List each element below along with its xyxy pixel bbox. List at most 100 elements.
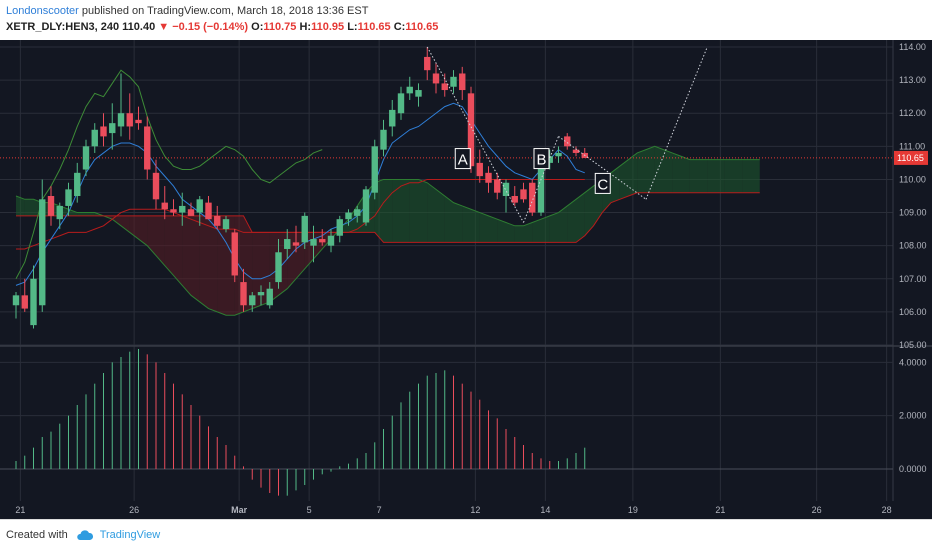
tradingview-brand[interactable]: TradingView <box>99 529 161 541</box>
time-tick-label: 19 <box>628 505 638 515</box>
candle <box>135 119 142 124</box>
candle <box>459 73 466 91</box>
cloud-segment <box>217 215 226 316</box>
chart-panel[interactable] <box>0 40 932 519</box>
chikou-line <box>15 69 323 280</box>
cloud-segment <box>558 205 568 243</box>
wave-label-c: C <box>597 176 608 193</box>
candle <box>187 209 195 216</box>
change-value: −0.15 (−0.14%) <box>172 21 249 33</box>
publish-info: published on TradingView.com, March 18, … <box>78 5 369 17</box>
cloud-segment <box>16 196 25 216</box>
cloud-segment <box>628 152 638 196</box>
cloud-segment <box>619 159 629 200</box>
cloud-segment <box>156 215 165 266</box>
candle <box>564 136 571 147</box>
cloud-segment <box>549 212 559 243</box>
time-tick-label: 12 <box>470 505 480 515</box>
tradingview-cloud-icon <box>77 530 93 541</box>
candle <box>12 295 20 306</box>
candle <box>415 90 422 97</box>
candle <box>65 189 72 206</box>
cloud-segment <box>497 219 506 243</box>
cloud-segment <box>269 232 279 302</box>
candle <box>82 146 90 170</box>
candle <box>30 278 37 326</box>
cloud-segment <box>681 156 690 193</box>
candle <box>441 83 448 91</box>
author-link[interactable]: Londonscooter <box>6 5 79 17</box>
price-tick-label: 113.00 <box>899 75 926 85</box>
created-with-text: Created with <box>6 529 68 541</box>
candle <box>406 86 413 94</box>
candle <box>380 129 387 150</box>
candle <box>336 219 343 236</box>
cloud-segment <box>138 215 148 246</box>
cloud-segment <box>252 232 261 309</box>
candle <box>529 182 536 213</box>
wave-label-b: B <box>536 152 546 169</box>
candle <box>170 209 177 213</box>
cloud-segment <box>121 215 130 233</box>
cloud-span-b-line <box>16 192 760 243</box>
candle <box>511 196 518 203</box>
ohlc-legend: XETR_DLY:HEN3, 240 110.40 ▼ −0.15 (−0.14… <box>6 21 438 33</box>
cloud-segment <box>462 205 471 243</box>
candle <box>266 288 273 306</box>
close-value: 110.65 <box>405 21 439 33</box>
price-tick-label: 112.00 <box>899 108 926 118</box>
publish-line: Londonscooter published on TradingView.c… <box>6 5 368 17</box>
candle <box>345 212 352 220</box>
cloud-segment <box>436 189 445 243</box>
cloud-segment <box>672 152 681 193</box>
cloud-segment <box>24 199 34 216</box>
candle <box>161 202 168 210</box>
cloud-segment <box>742 159 751 193</box>
cloud-segment <box>392 179 401 243</box>
candle <box>21 295 28 309</box>
candle <box>275 252 282 283</box>
low-value: 110.65 <box>357 21 391 33</box>
candle <box>179 205 186 213</box>
cloud-segment <box>374 179 384 243</box>
cloud-segment <box>707 159 716 193</box>
time-tick-label: 14 <box>540 505 550 515</box>
cloud-segment <box>191 215 200 302</box>
cloud-segment <box>523 222 533 243</box>
candle <box>152 172 160 200</box>
wave-label-a: A <box>458 152 468 169</box>
cloud-segment <box>576 192 585 243</box>
candle <box>494 179 501 193</box>
footer: Created with TradingView <box>0 519 932 551</box>
candle <box>572 149 580 153</box>
time-tick-label: 21 <box>715 505 725 515</box>
time-tick-label: Mar <box>231 505 248 515</box>
candle <box>310 239 317 246</box>
high-value: 110.95 <box>311 21 345 33</box>
candle <box>231 232 238 276</box>
candle <box>467 93 475 167</box>
price-tick-label: 109.00 <box>899 208 927 218</box>
projection-line <box>523 136 559 223</box>
cloud-segment <box>637 149 646 193</box>
tenkan-line <box>15 102 585 286</box>
cloud-segment <box>514 225 524 243</box>
candle <box>240 282 247 306</box>
price-tick-label: 114.00 <box>899 42 926 52</box>
indicator-tick-label: 0.0000 <box>899 464 927 474</box>
cloud-segment <box>471 209 480 243</box>
candle <box>100 126 107 137</box>
cloud-segment <box>506 222 515 243</box>
cloud-segment <box>173 215 183 286</box>
cloud-segment <box>689 159 699 193</box>
cloud-segment <box>147 215 156 256</box>
chart-canvas[interactable]: A B C 114.00 113.00 112.00 111.00 110.00 109.00 1… <box>0 40 932 519</box>
cloud-segment <box>663 149 673 193</box>
cloud-segment <box>409 179 419 243</box>
cloud-segment <box>418 179 428 243</box>
price-tick-label: 106.00 <box>899 307 927 317</box>
cloud-segment <box>427 182 436 243</box>
cloud-segment <box>541 215 550 243</box>
candle <box>56 205 63 220</box>
last-price-badge <box>894 150 928 165</box>
